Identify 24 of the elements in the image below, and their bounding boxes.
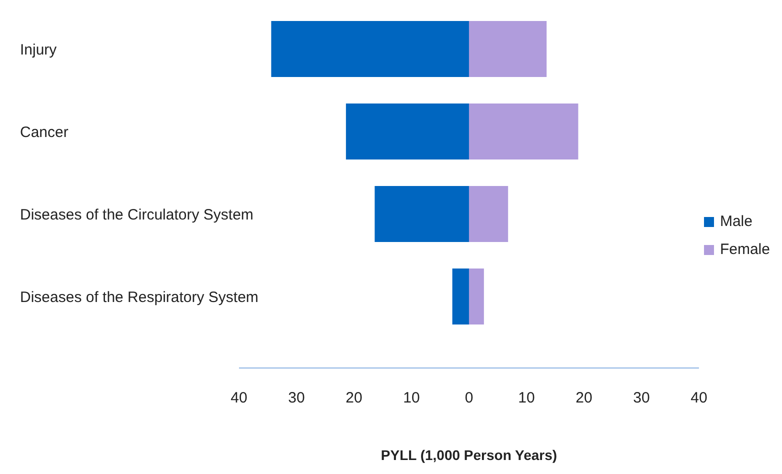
- y-tick-label: Diseases of the Respiratory System: [20, 288, 258, 306]
- x-tick-label: 40: [230, 390, 248, 407]
- x-tick-label: 10: [518, 390, 535, 407]
- bar: [468, 104, 578, 160]
- x-tick-label: 20: [346, 390, 362, 407]
- x-tick-label: 40: [690, 390, 708, 407]
- y-tick-label: Cancer: [20, 124, 68, 141]
- x-tick-label: 10: [403, 390, 420, 407]
- y-tick-label: Diseases of the Circulatory System: [20, 206, 254, 224]
- bar: [346, 104, 469, 160]
- bar: [468, 186, 508, 242]
- bar: [468, 268, 484, 324]
- legend-label: Female: [718, 240, 770, 260]
- bar: [452, 268, 469, 324]
- bar: [271, 21, 469, 77]
- x-tick-label: 20: [576, 390, 592, 407]
- x-tick-label: 30: [288, 390, 305, 407]
- y-tick-label: Injury: [20, 41, 58, 58]
- bar: [374, 186, 469, 242]
- legend-label: Male: [718, 212, 754, 232]
- x-tick-label: 30: [633, 390, 650, 407]
- x-axis-title: PYLL (1,000 Person Years): [380, 447, 558, 463]
- x-tick-label: 0: [464, 390, 474, 407]
- bar: [468, 21, 547, 77]
